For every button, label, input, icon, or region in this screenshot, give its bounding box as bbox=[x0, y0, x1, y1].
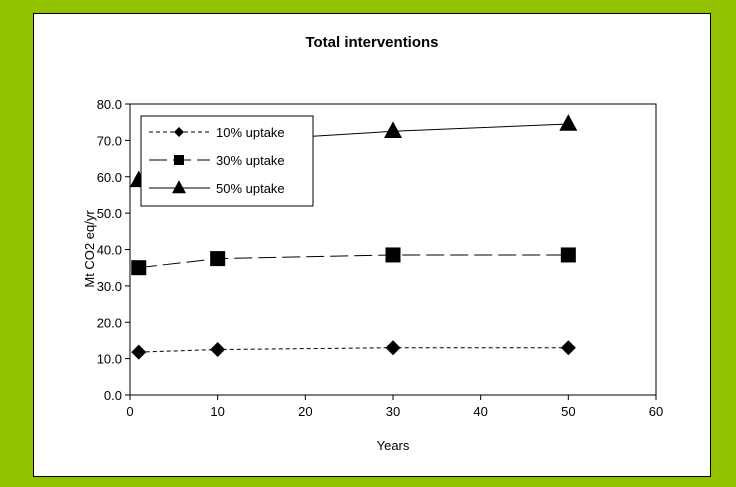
x-tick-label: 30 bbox=[386, 404, 400, 419]
legend-box bbox=[140, 115, 314, 207]
legend-entry-1: 10% uptake bbox=[149, 125, 285, 140]
data-point bbox=[210, 342, 226, 358]
y-tick-label: 60.0 bbox=[97, 170, 122, 185]
y-tick-label: 40.0 bbox=[97, 243, 122, 258]
data-point bbox=[385, 247, 401, 263]
legend-entry-2: 30% uptake bbox=[149, 153, 285, 168]
legend-label: 10% uptake bbox=[216, 125, 285, 140]
y-tick-label: 10.0 bbox=[97, 352, 122, 367]
x-tick-label: 40 bbox=[473, 404, 487, 419]
data-point bbox=[385, 340, 401, 356]
y-axis-label: Mt CO2 eq/yr bbox=[82, 210, 97, 288]
legend-label: 30% uptake bbox=[216, 153, 285, 168]
series-2 bbox=[131, 247, 576, 276]
y-tick-label: 70.0 bbox=[97, 133, 122, 148]
legend: 10% uptake 30% uptake 50% uptake bbox=[140, 115, 314, 207]
legend-marker bbox=[174, 155, 184, 165]
x-axis-label: Years bbox=[377, 438, 410, 453]
data-point bbox=[559, 114, 578, 131]
x-tick-label: 0 bbox=[126, 404, 133, 419]
data-point bbox=[131, 344, 147, 360]
data-point bbox=[560, 247, 576, 263]
data-point bbox=[560, 340, 576, 356]
legend-marker bbox=[174, 127, 184, 137]
x-tick-label: 60 bbox=[649, 404, 663, 419]
y-tick-label: 30.0 bbox=[97, 279, 122, 294]
y-tick-label: 0.0 bbox=[104, 388, 122, 403]
y-tick-label: 20.0 bbox=[97, 315, 122, 330]
y-tick-label: 50.0 bbox=[97, 206, 122, 221]
x-tick-label: 10 bbox=[210, 404, 224, 419]
data-point bbox=[210, 251, 226, 267]
data-point bbox=[131, 260, 147, 276]
x-tick-label: 50 bbox=[561, 404, 575, 419]
legend-label: 50% uptake bbox=[216, 181, 285, 196]
x-tick-label: 20 bbox=[298, 404, 312, 419]
legend-entry-3: 50% uptake bbox=[149, 180, 285, 196]
series-line bbox=[138, 254, 569, 269]
series-1 bbox=[131, 340, 576, 360]
legend-marker bbox=[172, 180, 186, 194]
chart-title: Total interventions bbox=[305, 34, 438, 51]
axis-layer: 0 10 20 30 40 50 60 0.0 10.0 20.0 30.0 40.0 50.0 60.0… bbox=[97, 97, 664, 419]
y-tick-label: 80.0 bbox=[97, 97, 122, 112]
data-point bbox=[384, 121, 402, 139]
